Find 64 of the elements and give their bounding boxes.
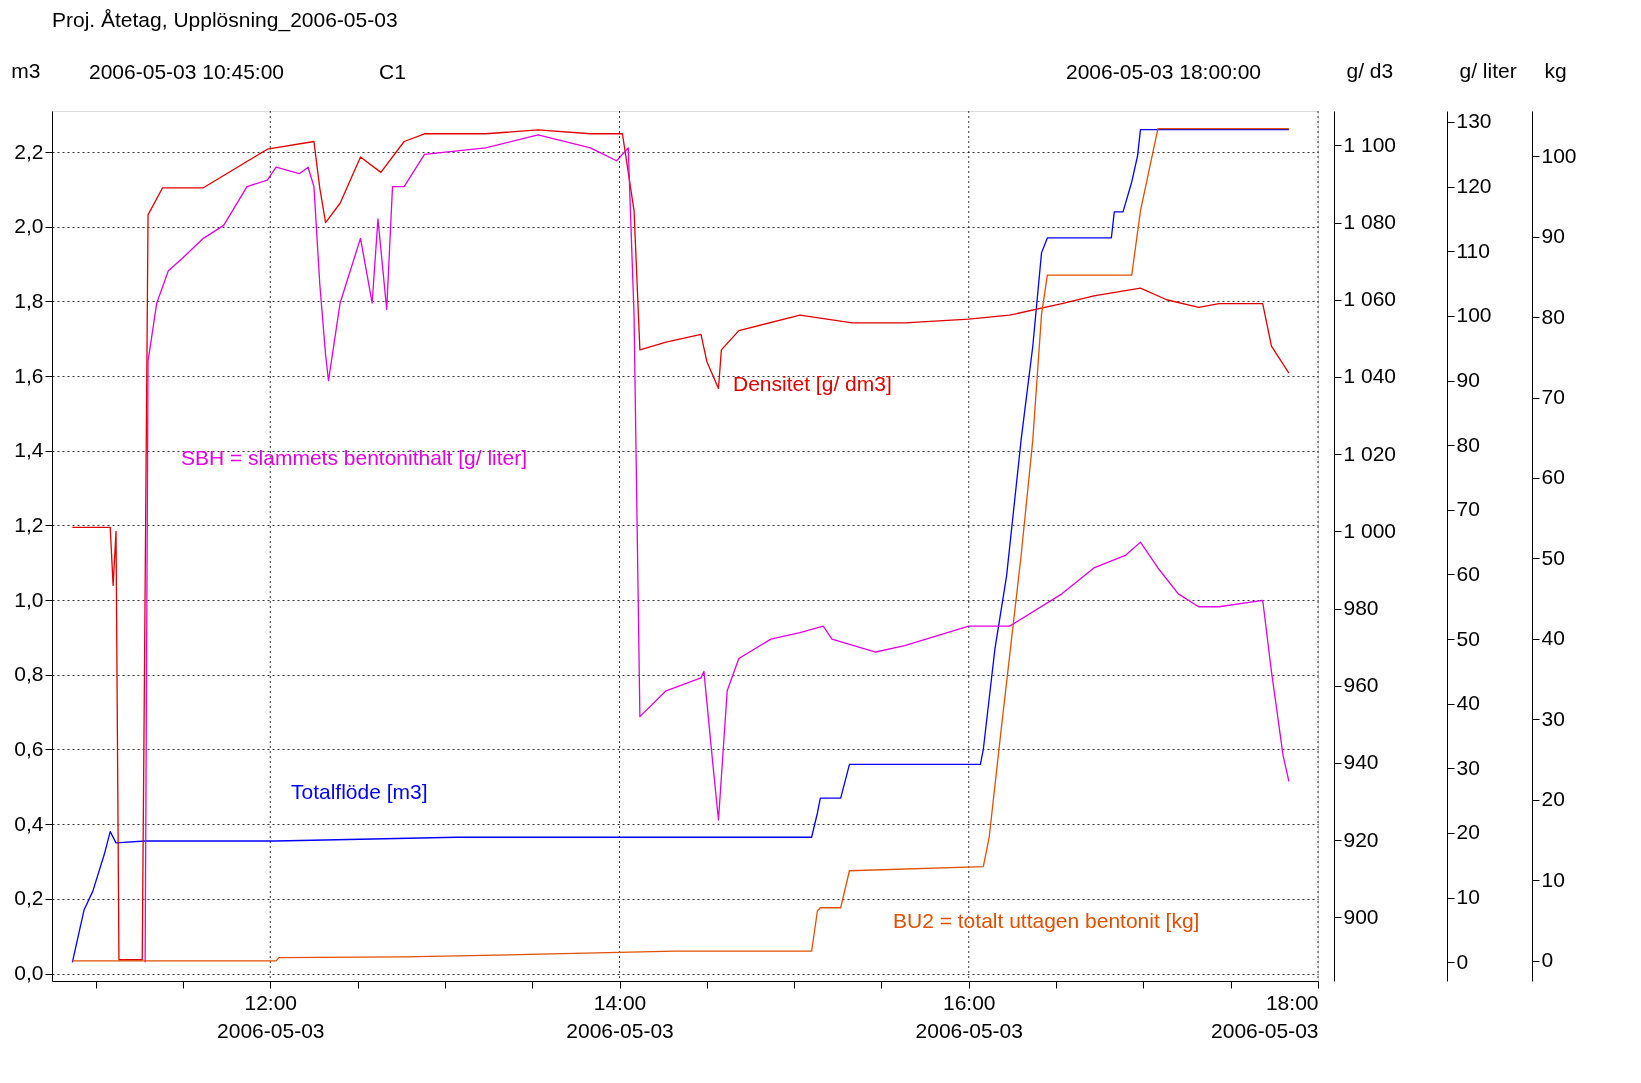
text: 2006-05-03 18:00:00 [1066,60,1261,83]
y-tick-label: 80 [1541,304,1565,328]
y-tick-label: 1,0 [14,587,44,611]
y-tick-label: 2,0 [14,214,44,238]
y2-tick-label: 1 040 [1343,364,1397,388]
x-tick-label: 14:00 2006-05-03 [566,990,674,1042]
y2-tick-label: 980 [1343,596,1379,620]
y-tick-label: 100 [1541,143,1577,167]
y3-tick-label: 100 [1456,303,1492,327]
x-tick-label: 18:00 2006-05-03 [1211,990,1319,1042]
y-tick-label: 0,4 [14,811,44,835]
y3-tick-label: 70 [1456,497,1480,521]
y3-tick-label: 110 [1456,238,1490,262]
y2-tick-label: 900 [1343,904,1379,928]
y-tick-label: 1,4 [14,438,44,462]
y3-tick-label: 90 [1456,368,1480,392]
y3-tick-label: 120 [1456,174,1492,198]
y2-tick-label: 960 [1343,673,1379,697]
series-label: Densitet [g/ dm3] [733,372,892,395]
y2-axis-title: g/ d3 [1346,58,1394,82]
y3-tick-label: 60 [1456,561,1480,585]
y-tick-label: 90 [1541,224,1565,248]
y-tick-label: 0 [1541,948,1554,972]
y3-tick-label: 50 [1456,626,1480,650]
text: C1 [379,60,406,83]
y-axis-title: kg [1544,58,1567,82]
y-tick-label: 0,0 [14,961,44,985]
y-tick-label: 1,8 [14,288,44,312]
y3-tick-label: 10 [1456,885,1480,909]
series-label: SBH = slammets bentonithalt [g/ liter] [181,446,528,469]
y3-tick-label: 0 [1456,949,1469,973]
y-axis-title: m3 [11,58,41,82]
y-tick-label: 0,8 [14,662,44,686]
y-tick-label: 20 [1541,787,1565,811]
y3-tick-label: 40 [1456,691,1480,715]
y-tick-label: 2,2 [14,139,44,163]
y-tick-label: 0,6 [14,737,44,760]
y2-tick-label: 920 [1343,827,1379,851]
y-tick-label: 30 [1541,706,1565,730]
y2-tick-label: 1 020 [1343,441,1397,465]
y2-tick-label: 1 100 [1343,132,1397,156]
y3-tick-label: 80 [1456,432,1480,456]
y-tick-label: 0,2 [14,886,44,910]
series-label: Totalflöde [m3] [291,780,428,803]
y-tick-label: 10 [1541,867,1565,891]
y3-axis-title: g/ liter [1459,58,1517,82]
y2-tick-label: 1 000 [1343,518,1397,542]
y2-tick-label: 1 080 [1343,210,1397,234]
y2-tick-label: 1 060 [1343,287,1397,311]
y3-tick-label: 130 [1456,109,1492,133]
y-tick-label: 50 [1541,545,1565,569]
series-label: BU2 = totalt uttagen bentonit [kg] [893,909,1200,932]
y-tick-label: 40 [1541,626,1565,650]
text: 2006-05-03 10:45:00 [89,60,284,83]
y-tick-label: 1,2 [14,512,44,536]
chart-title: Proj. Åtetag, Upplösning_2006-05-03 [52,8,398,32]
x-tick-label: 12:00 2006-05-03 [217,990,325,1042]
y-tick-label: 70 [1541,385,1565,409]
y2-tick-label: 940 [1343,750,1379,774]
y-tick-label: 60 [1541,465,1565,489]
y3-tick-label: 30 [1456,755,1480,779]
x-tick-label: 16:00 2006-05-03 [915,990,1023,1042]
y-tick-label: 1,6 [14,363,44,387]
y3-tick-label: 20 [1456,820,1480,844]
